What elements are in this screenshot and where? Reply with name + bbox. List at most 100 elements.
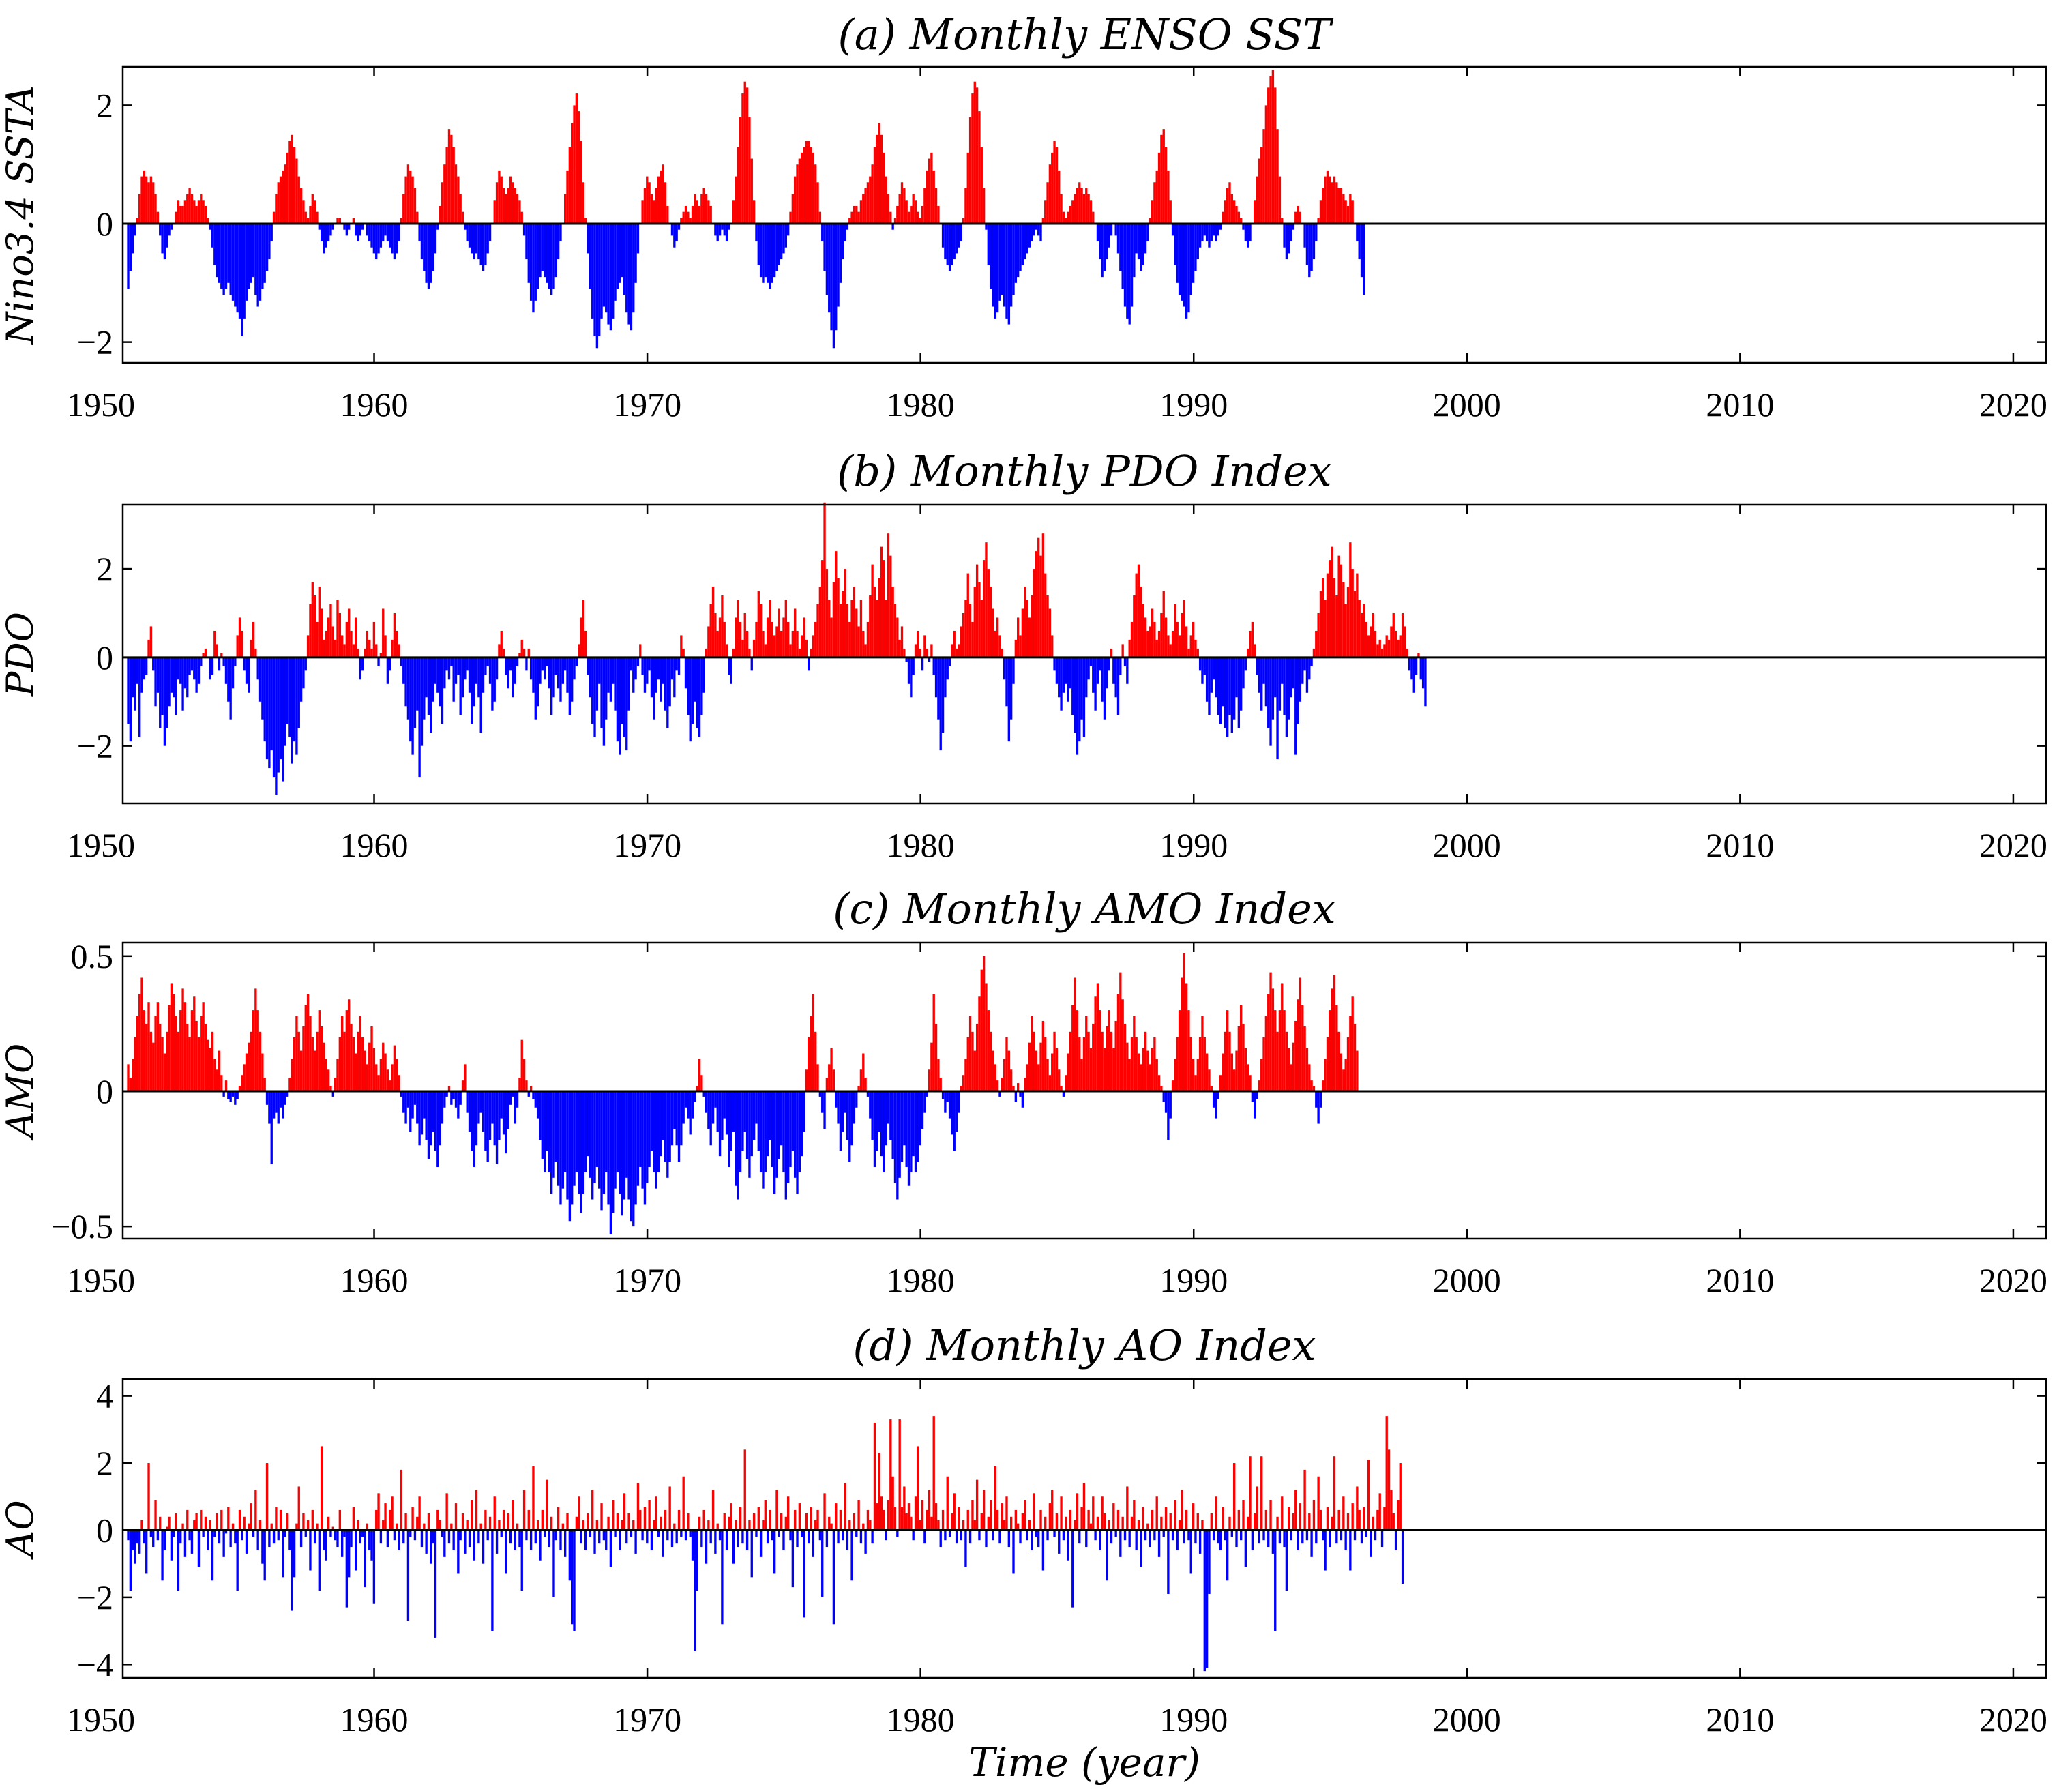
bar (1394, 1530, 1397, 1550)
bar (632, 1091, 635, 1227)
bar (140, 977, 143, 1091)
bar (684, 1530, 687, 1541)
bar (680, 1530, 683, 1537)
bar (1130, 224, 1134, 307)
bar (1137, 564, 1140, 657)
bar (598, 224, 601, 336)
bar (1219, 1530, 1222, 1550)
bar (425, 1091, 428, 1140)
bar (1322, 578, 1324, 657)
bar (1185, 626, 1188, 657)
bar (304, 657, 307, 671)
bar (1028, 1042, 1031, 1091)
bar (1041, 218, 1045, 224)
bar (1260, 1456, 1263, 1531)
bar (163, 1053, 166, 1091)
bar (1203, 1530, 1206, 1672)
bar (998, 1530, 1001, 1544)
bar (222, 224, 225, 295)
bar (1367, 1460, 1370, 1531)
bar (1014, 1091, 1018, 1102)
bar (1187, 1530, 1190, 1541)
bar (850, 1091, 853, 1146)
bar (791, 1530, 795, 1588)
bar (1258, 1530, 1261, 1544)
bar (962, 1520, 965, 1531)
bar (602, 1530, 606, 1541)
bar (566, 657, 569, 693)
bar (794, 176, 797, 224)
bar (1349, 542, 1352, 657)
bar (1119, 224, 1122, 271)
bar (578, 1496, 580, 1531)
bar (195, 1513, 198, 1531)
bar (691, 1530, 694, 1561)
bar (557, 224, 560, 260)
bar (1285, 224, 1288, 260)
bar (814, 621, 817, 657)
bar (968, 604, 972, 657)
bar (958, 1091, 960, 1113)
bar (1149, 218, 1151, 224)
bar (600, 657, 603, 728)
bar (750, 1091, 753, 1157)
bar (386, 657, 389, 684)
bar (550, 657, 553, 715)
bar (1326, 170, 1329, 224)
bar (1092, 1496, 1095, 1531)
bar (389, 657, 391, 671)
bar (1082, 1037, 1086, 1091)
bar (946, 224, 949, 265)
bar (1346, 1037, 1350, 1091)
bar (457, 1091, 460, 1119)
bar (1319, 200, 1322, 224)
bar (557, 1091, 560, 1186)
bar (1242, 1023, 1245, 1091)
bar (880, 1496, 883, 1531)
bar (413, 657, 417, 728)
bar (664, 657, 667, 711)
bar (1317, 612, 1320, 657)
bar (893, 604, 897, 657)
bar (975, 1023, 979, 1091)
bar (268, 1091, 271, 1124)
bar (1412, 657, 1415, 693)
bar (1071, 657, 1074, 715)
bar (766, 1530, 769, 1544)
bar (129, 224, 132, 271)
bar (325, 224, 327, 248)
bar (299, 1530, 303, 1548)
bar (987, 1010, 990, 1091)
bar (218, 1050, 221, 1091)
bar (1363, 224, 1365, 295)
bar (946, 657, 949, 680)
bar (848, 1520, 851, 1531)
bar (641, 657, 644, 675)
bar (190, 1530, 194, 1554)
bar (917, 1446, 919, 1531)
bar (495, 1530, 499, 1554)
bar (311, 1509, 314, 1531)
bar (1269, 1500, 1272, 1531)
x-tick-label: 1980 (887, 385, 955, 424)
bar (643, 188, 647, 224)
bar (1012, 224, 1015, 295)
bar (1146, 1050, 1149, 1091)
bar (323, 639, 325, 657)
bar (691, 205, 694, 224)
bar (127, 657, 130, 724)
bar (1335, 1005, 1338, 1091)
bar (830, 224, 833, 331)
bar (471, 1500, 473, 1531)
bar (181, 988, 184, 1091)
bar (1005, 657, 1008, 707)
bar (784, 1091, 787, 1200)
bar (1203, 1037, 1206, 1091)
bar (842, 224, 844, 260)
bar (1074, 194, 1076, 224)
bar (1108, 1010, 1110, 1091)
bar (593, 224, 596, 336)
bar (441, 182, 444, 224)
bar (1010, 224, 1013, 307)
